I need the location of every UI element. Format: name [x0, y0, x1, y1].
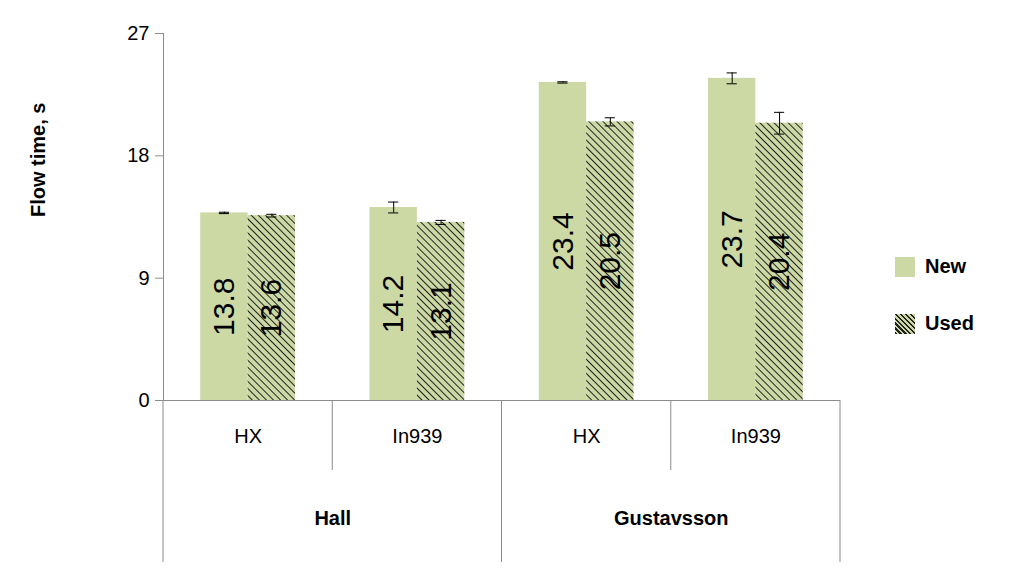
svg-text:9: 9 [138, 267, 149, 289]
svg-text:23.4: 23.4 [546, 212, 579, 270]
svg-text:HX: HX [234, 425, 262, 447]
svg-text:In939: In939 [392, 425, 442, 447]
svg-text:In939: In939 [731, 425, 781, 447]
svg-text:Gustavsson: Gustavsson [614, 507, 728, 529]
svg-text:13.8: 13.8 [207, 278, 240, 336]
svg-text:20.4: 20.4 [762, 233, 795, 291]
svg-text:27: 27 [127, 22, 149, 44]
svg-text:23.7: 23.7 [715, 210, 748, 268]
svg-text:13.1: 13.1 [424, 282, 457, 340]
svg-text:18: 18 [127, 144, 149, 166]
svg-text:Hall: Hall [314, 507, 351, 529]
svg-text:13.6: 13.6 [254, 279, 287, 337]
svg-text:20.5: 20.5 [593, 232, 626, 290]
svg-text:HX: HX [573, 425, 601, 447]
html-text:Used: Used [925, 312, 974, 334]
svg-text:Flow time, s: Flow time, s [27, 103, 49, 217]
svg-text:14.2: 14.2 [376, 275, 409, 333]
svg-text:0: 0 [138, 389, 149, 411]
html-text:New: New [925, 255, 967, 277]
